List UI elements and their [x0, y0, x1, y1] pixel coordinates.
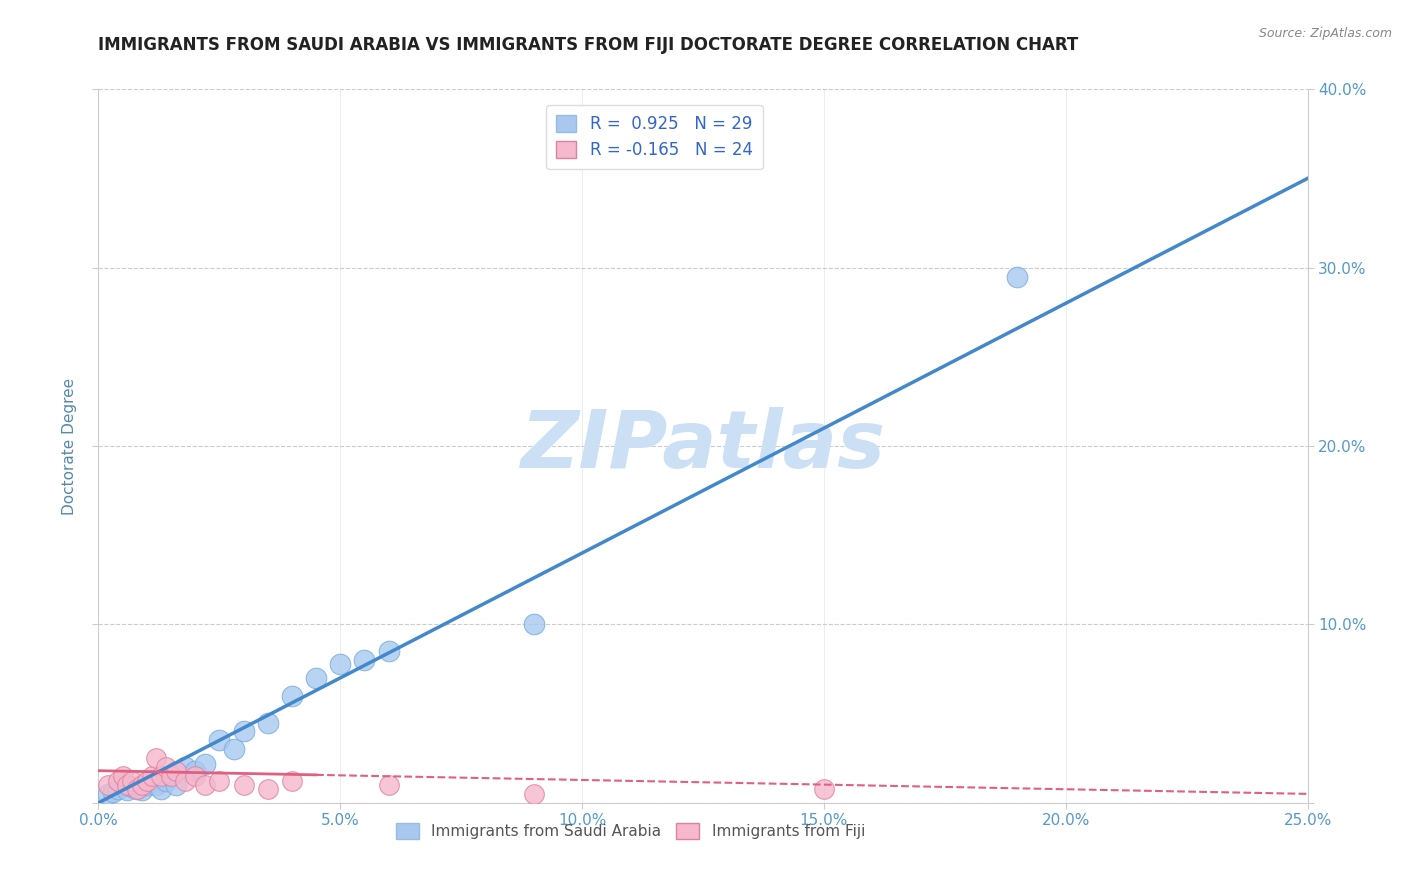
Point — [222, 742, 245, 756]
Point — [117, 783, 139, 797]
Point — [281, 689, 304, 703]
Point — [232, 724, 254, 739]
Point — [121, 774, 143, 789]
Point — [256, 781, 278, 796]
Text: IMMIGRANTS FROM SAUDI ARABIA VS IMMIGRANTS FROM FIJI DOCTORATE DEGREE CORRELATIO: IMMIGRANTS FROM SAUDI ARABIA VS IMMIGRAN… — [98, 36, 1078, 54]
Point — [141, 774, 163, 789]
Point — [101, 785, 124, 799]
Point — [329, 657, 352, 671]
Point — [184, 769, 207, 783]
Point — [160, 769, 183, 783]
Point — [135, 774, 157, 789]
Point — [97, 778, 120, 792]
Point — [127, 781, 149, 796]
Point — [281, 774, 304, 789]
Point — [194, 756, 217, 771]
Point — [174, 774, 197, 789]
Point — [165, 764, 187, 778]
Point — [117, 778, 139, 792]
Point — [208, 774, 231, 789]
Text: Source: ZipAtlas.com: Source: ZipAtlas.com — [1258, 27, 1392, 40]
Point — [150, 769, 173, 783]
Point — [256, 715, 278, 730]
Point — [377, 778, 399, 792]
Point — [305, 671, 328, 685]
Point — [155, 774, 177, 789]
Point — [523, 617, 546, 632]
Point — [145, 778, 167, 792]
Point — [1007, 269, 1029, 284]
Point — [150, 781, 173, 796]
Point — [145, 751, 167, 765]
Point — [97, 787, 120, 801]
Point — [107, 781, 129, 796]
Point — [353, 653, 375, 667]
Point — [155, 760, 177, 774]
Point — [131, 778, 153, 792]
Point — [523, 787, 546, 801]
Point — [184, 764, 207, 778]
Point — [131, 783, 153, 797]
Point — [107, 774, 129, 789]
Point — [174, 760, 197, 774]
Text: ZIPatlas: ZIPatlas — [520, 407, 886, 485]
Point — [208, 733, 231, 747]
Point — [232, 778, 254, 792]
Point — [111, 769, 134, 783]
Y-axis label: Doctorate Degree: Doctorate Degree — [62, 377, 77, 515]
Point — [135, 778, 157, 792]
Legend: Immigrants from Saudi Arabia, Immigrants from Fiji: Immigrants from Saudi Arabia, Immigrants… — [389, 817, 872, 845]
Point — [121, 780, 143, 794]
Point — [165, 778, 187, 792]
Point — [194, 778, 217, 792]
Point — [127, 781, 149, 796]
Point — [160, 769, 183, 783]
Point — [111, 778, 134, 792]
Point — [141, 769, 163, 783]
Point — [377, 644, 399, 658]
Point — [813, 781, 835, 796]
